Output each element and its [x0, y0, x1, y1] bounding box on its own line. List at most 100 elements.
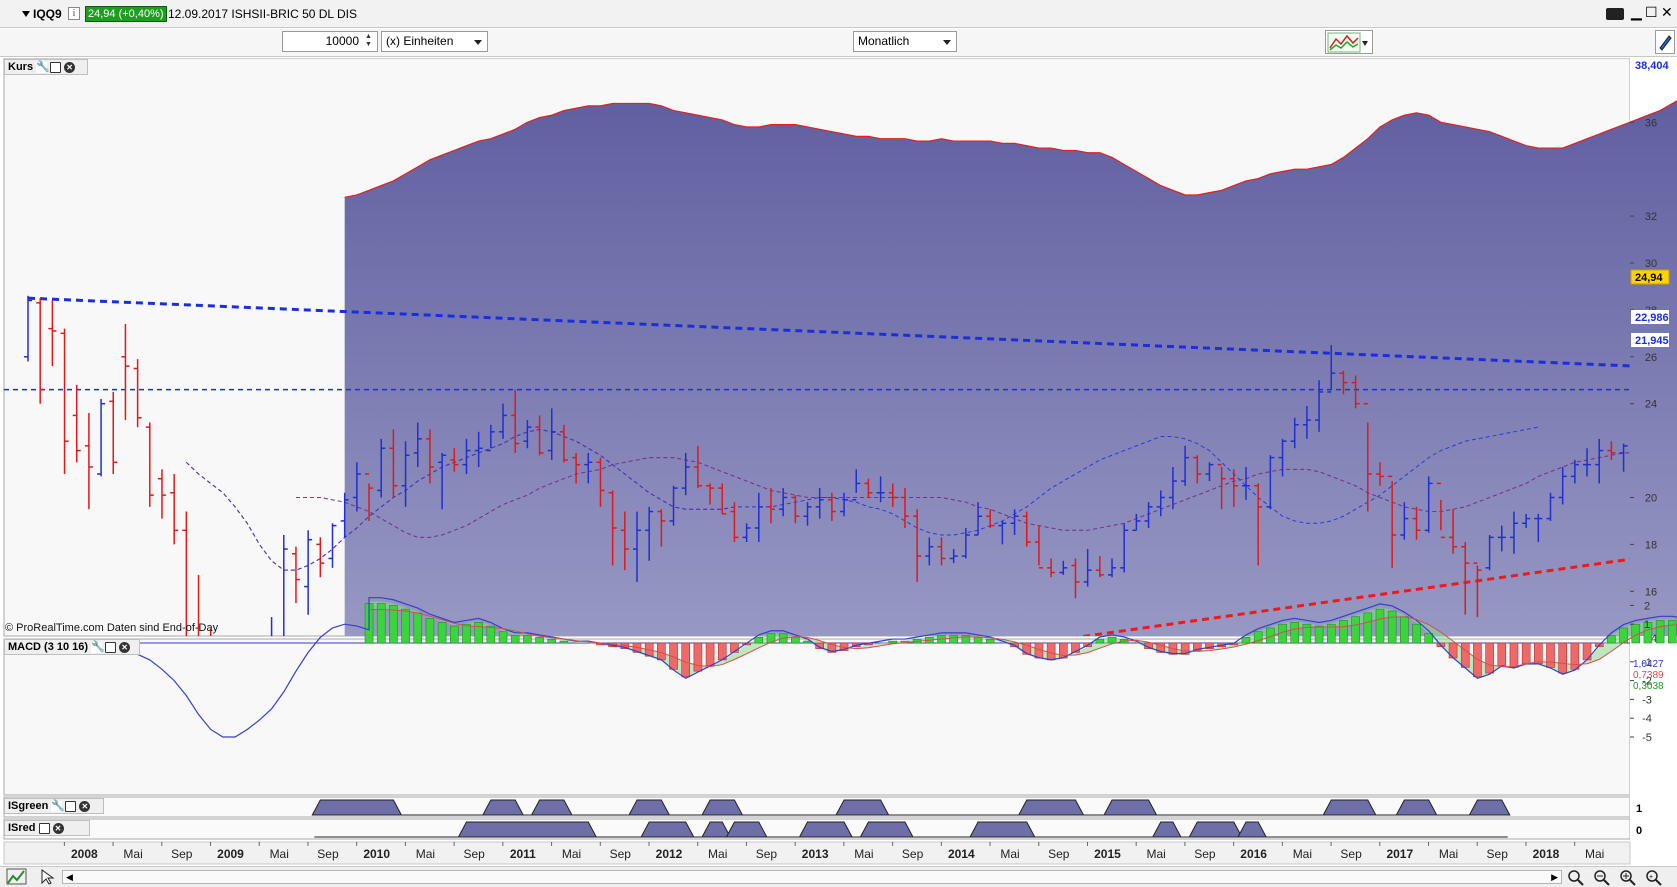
time-scrollbar[interactable]: ◀ ▶ [62, 870, 1562, 884]
ohlc-bar [1278, 438, 1287, 477]
symbol-label[interactable]: IQQ9 [33, 7, 62, 21]
wrench-icon[interactable]: 🔧 [36, 60, 50, 73]
macd-histogram-bar [510, 635, 520, 644]
macd-axis-label: 1 [1644, 619, 1650, 631]
time-axis-label: Sep [1487, 847, 1509, 861]
wrench-icon[interactable]: 🔧 [91, 640, 105, 653]
macd-histogram-bar [462, 623, 471, 644]
macd-histogram-bar [1558, 642, 1567, 674]
time-axis-label: 2015 [1094, 847, 1121, 861]
ohlc-bar [377, 438, 386, 498]
close-icon[interactable]: ✕ [79, 800, 91, 812]
window-icon[interactable] [65, 800, 77, 812]
chart-type-button[interactable] [1325, 30, 1373, 54]
ohlc-bar [791, 495, 800, 524]
macd-histogram-bar [888, 640, 898, 644]
wrench-icon[interactable]: 🔧 [51, 799, 66, 812]
ohlc-bar [1461, 542, 1470, 615]
window-icon[interactable] [50, 61, 62, 73]
chart-icon[interactable] [6, 868, 28, 886]
macd-histogram-bar [1497, 642, 1507, 666]
macd-histogram-bar [1302, 623, 1312, 644]
ohlc-bar [1570, 459, 1579, 484]
period-select[interactable]: Monatlich [853, 31, 957, 52]
quantity-stepper[interactable]: ▲ ▼ [365, 33, 372, 48]
ohlc-bar [888, 483, 897, 507]
ohlc-bar [1436, 482, 1445, 539]
zoom-out-icon[interactable] [1592, 868, 1612, 886]
isgreen-panel-title: ISgreen [8, 800, 49, 812]
ohlc-bar [157, 469, 166, 519]
zoom-reset-icon[interactable]: + [1644, 868, 1664, 886]
macd-histogram-bar [1375, 608, 1385, 644]
ohlc-bar [1400, 502, 1409, 540]
ohlc-bar [401, 441, 410, 507]
ohlc-bar [925, 537, 934, 566]
ohlc-bar [462, 438, 471, 475]
zoom-in-icon[interactable] [1618, 868, 1638, 886]
close-icon[interactable]: ✕ [64, 61, 76, 73]
maximize-button[interactable]: ☐ [1645, 4, 1658, 20]
price-series-group [4, 295, 1630, 636]
macd-histogram-bar [1205, 642, 1214, 649]
info-icon[interactable]: i [68, 7, 80, 20]
ohlc-bar [1095, 556, 1104, 578]
ohlc-bar [170, 474, 179, 545]
isred-pulse [640, 821, 695, 838]
close-icon[interactable]: ✕ [52, 822, 64, 834]
macd-histogram-bar [1424, 633, 1433, 644]
cursor-icon[interactable] [38, 868, 56, 886]
price-chart[interactable]: 3632302826242018161438,40424,9422,98621,… [0, 58, 1677, 866]
macd-histogram-bar [1071, 642, 1080, 653]
close-button[interactable]: ✕ [1661, 4, 1673, 20]
minimize-button[interactable]: ▁ [1631, 4, 1642, 20]
time-axis-label: Mai [708, 847, 727, 861]
scroll-left-icon[interactable]: ◀ [66, 872, 73, 882]
ohlc-bar [97, 398, 106, 477]
ohlc-bar [1217, 463, 1226, 510]
ohlc-bar [304, 530, 313, 615]
scroll-right-icon[interactable]: ▶ [1551, 872, 1558, 882]
keyboard-icon[interactable] [1606, 8, 1624, 20]
window-icon[interactable] [38, 822, 50, 834]
ohlc-bar [499, 403, 508, 439]
macd-histogram-bar [1095, 638, 1105, 644]
price-panel-label: Kurs 🔧 ✕ [4, 59, 88, 75]
close-icon[interactable]: ✕ [119, 641, 131, 653]
macd-histogram-bar [486, 625, 496, 644]
drawing-tools-button[interactable] [1655, 30, 1675, 54]
chevron-down-icon[interactable] [22, 11, 30, 17]
time-axis-label: Mai [1293, 847, 1312, 861]
zoom-fit-icon[interactable] [1566, 868, 1586, 886]
ohlc-bar [1144, 502, 1153, 528]
ohlc-bar [1168, 466, 1177, 510]
macd-histogram-bar [1400, 616, 1409, 644]
support-trendline [1075, 557, 1630, 636]
time-axis-label: 2011 [510, 847, 536, 861]
macd-histogram-bar [1582, 642, 1592, 661]
window-icon[interactable] [105, 641, 117, 653]
ohlc-bar [998, 520, 1007, 545]
macd-histogram-bar [1387, 610, 1397, 644]
macd-histogram-bar [1107, 637, 1117, 644]
unit-select[interactable]: (x) Einheiten [381, 31, 488, 52]
macd-histogram-bar [1570, 642, 1580, 670]
isred-pulse [725, 821, 768, 838]
macd-hist-value: 0,3038 [1633, 681, 1664, 692]
ohlc-bar [1509, 511, 1518, 554]
macd-histogram-bar [547, 638, 557, 644]
ohlc-bar [669, 485, 678, 526]
title-bar: IQQ9 i 24,94 (+0,40%) 12.09.2017 ISHSII-… [0, 0, 1677, 28]
instrument-description: 12.09.2017 ISHSII-BRIC 50 DL DIS [168, 7, 357, 21]
ohlc-bar [596, 457, 605, 507]
macd-histogram-bar [985, 638, 995, 644]
time-axis-label: 2008 [71, 847, 98, 861]
ohlc-bar [1449, 509, 1458, 554]
macd-histogram-bar [754, 637, 764, 644]
macd-histogram-bar [1022, 642, 1032, 655]
quantity-input[interactable]: 10000 [282, 31, 378, 52]
ohlc-bar [974, 502, 983, 536]
macd-histogram-bar [815, 642, 825, 649]
ohlc-bar [961, 527, 970, 559]
